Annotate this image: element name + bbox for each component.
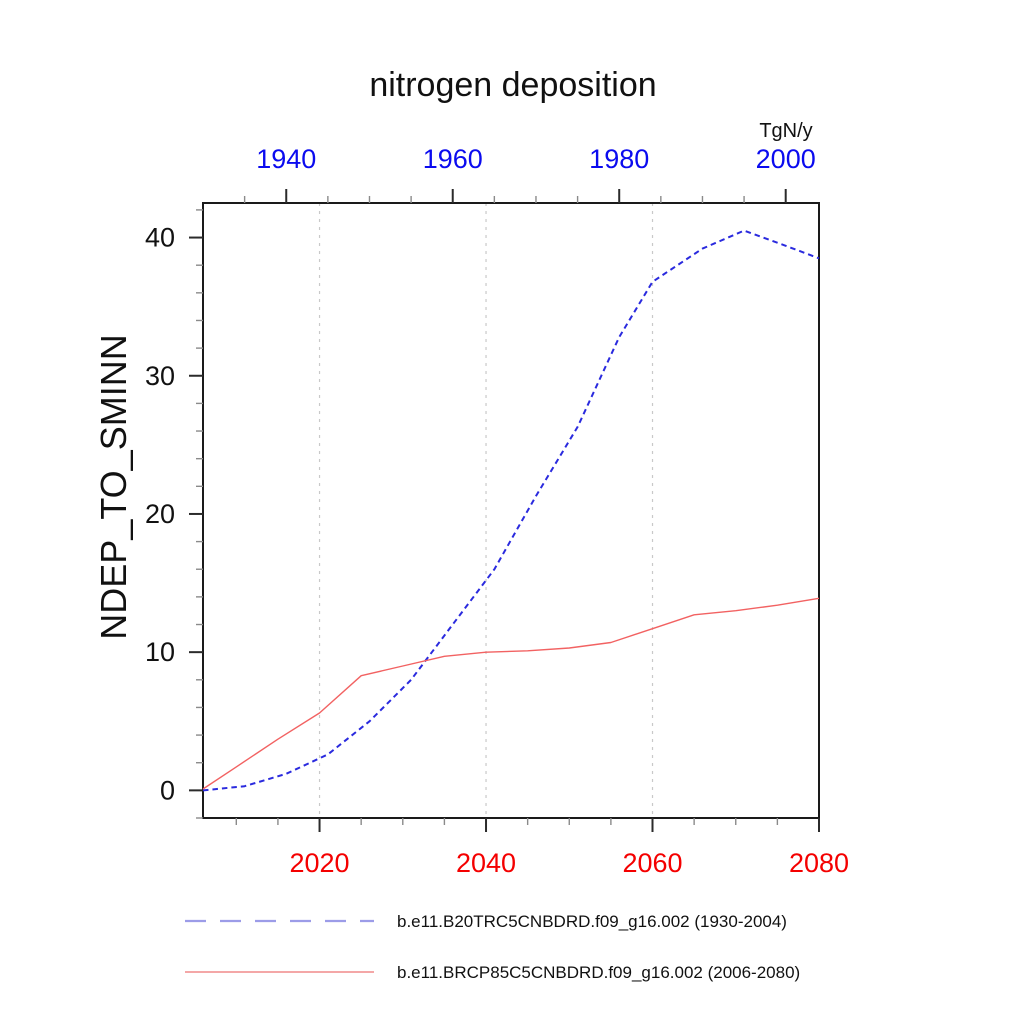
tick-label-bottom: 2080	[789, 848, 849, 878]
tick-label-top: 1960	[423, 144, 483, 174]
legend-label-projection: b.e11.BRCP85C5CNBDRD.f09_g16.002 (2006-2…	[397, 963, 800, 982]
gridlines	[318, 203, 654, 818]
legend: b.e11.B20TRC5CNBDRD.f09_g16.002 (1930-20…	[185, 912, 800, 982]
tick-label-top: 1980	[589, 144, 649, 174]
series-line-historical	[202, 229, 820, 792]
chart-title: nitrogen deposition	[369, 66, 656, 104]
tick-label-left: 10	[145, 637, 175, 667]
tick-label-left: 0	[160, 775, 175, 805]
plot-frame	[202, 202, 820, 819]
axes-frame-and-ticks: 1940 1960 1980 2000 2020 2040 2060 2080 0 10 20 30 4…	[145, 144, 849, 878]
tick-label-bottom: 2020	[290, 848, 350, 878]
tick-label-left: 30	[145, 361, 175, 391]
tick-label-bottom: 2060	[622, 848, 682, 878]
tick-label-top: 1940	[256, 144, 316, 174]
legend-label-historical: b.e11.B20TRC5CNBDRD.f09_g16.002 (1930-20…	[397, 912, 787, 931]
tick-label-left: 20	[145, 499, 175, 529]
data-series	[202, 229, 820, 792]
series-line-projection	[202, 597, 820, 790]
tick-label-left: 40	[145, 223, 175, 253]
tick-label-bottom: 2040	[456, 848, 516, 878]
tick-label-top: 2000	[756, 144, 816, 174]
units-label: TgN/y	[759, 120, 812, 142]
y-axis-title: NDEP_TO_SMINN	[93, 334, 134, 639]
